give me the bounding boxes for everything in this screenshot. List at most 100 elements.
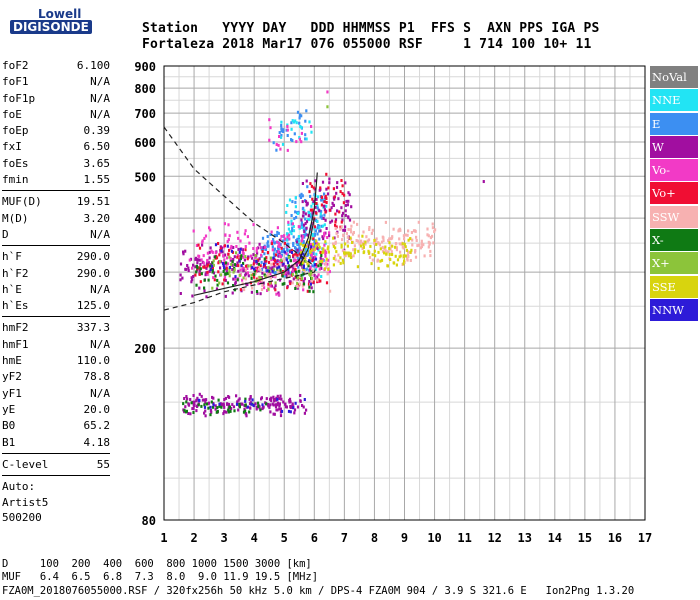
parameter-name: hmE: [2, 354, 22, 368]
data-point: [268, 266, 271, 270]
data-point: [254, 266, 257, 270]
data-point: [376, 258, 379, 262]
data-point: [382, 236, 385, 240]
data-point: [407, 229, 410, 233]
data-point: [272, 141, 275, 145]
data-point: [281, 282, 284, 286]
data-point: [217, 398, 220, 402]
data-point: [347, 191, 350, 195]
data-point: [296, 237, 299, 241]
data-point: [274, 253, 277, 257]
data-point: [271, 402, 274, 406]
data-point: [298, 136, 301, 139]
data-point: [290, 138, 293, 142]
data-point: [384, 245, 387, 249]
data-point: [387, 239, 390, 243]
data-point: [302, 264, 305, 268]
parameter-value: 3.65: [83, 156, 111, 170]
data-point: [329, 220, 332, 224]
data-point: [344, 203, 347, 207]
data-point: [294, 119, 297, 123]
data-point: [337, 253, 340, 257]
data-point: [320, 254, 323, 257]
data-point: [302, 206, 305, 210]
data-point: [323, 243, 326, 247]
data-point: [310, 276, 314, 280]
data-point: [237, 408, 240, 412]
data-point: [400, 242, 403, 246]
data-point: [232, 246, 235, 249]
data-point: [193, 401, 196, 405]
data-point: [182, 402, 185, 406]
data-point: [316, 232, 319, 236]
data-point: [286, 128, 289, 132]
data-point: [272, 256, 275, 260]
data-point: [298, 113, 301, 117]
data-point: [201, 398, 204, 402]
parameter-name: B0: [2, 419, 16, 433]
data-point: [277, 291, 280, 295]
data-point: [321, 261, 324, 265]
x-tick-label: 8: [371, 531, 378, 545]
data-point: [227, 262, 230, 266]
data-point: [287, 268, 290, 272]
parameter-value: 65.2: [83, 419, 111, 433]
data-point: [199, 267, 202, 271]
data-point: [311, 268, 314, 272]
data-point: [349, 236, 352, 240]
parameter-row: h`E N/A: [2, 282, 110, 298]
trace-curve: [163, 126, 315, 267]
data-point: [289, 271, 292, 275]
data-point: [307, 240, 310, 244]
data-point: [334, 218, 338, 222]
data-point: [230, 249, 234, 253]
data-point: [275, 234, 278, 237]
parameter-row: hmF2 337.3: [2, 320, 110, 336]
data-point: [187, 269, 190, 273]
data-point: [305, 233, 308, 236]
data-point: [212, 276, 215, 280]
data-point: [280, 129, 283, 133]
parameter-row: M(D) 3.20: [2, 211, 110, 227]
parameter-row: hmF1 N/A: [2, 337, 110, 353]
data-point: [238, 259, 241, 263]
parameter-row: foEp 0.39: [2, 123, 110, 139]
parameter-row: yE 20.0: [2, 402, 110, 418]
data-point: [313, 273, 316, 277]
data-point: [272, 238, 275, 241]
data-point: [247, 274, 250, 278]
data-point: [225, 272, 228, 276]
data-point: [318, 237, 321, 241]
data-point: [197, 398, 200, 402]
x-tick-label: 3: [221, 531, 228, 545]
data-point: [308, 289, 311, 293]
data-point: [283, 234, 286, 238]
data-point: [302, 279, 305, 283]
data-point: [386, 264, 389, 268]
data-point: [367, 249, 370, 253]
data-point: [316, 247, 319, 250]
parameter-name: foF1: [2, 75, 29, 89]
data-point: [332, 187, 335, 191]
data-point: [192, 394, 195, 397]
data-point: [323, 204, 326, 208]
data-point: [182, 250, 185, 254]
data-point: [292, 244, 295, 247]
data-point: [290, 127, 293, 131]
data-point: [320, 209, 323, 213]
data-point: [251, 398, 254, 402]
data-point: [283, 241, 286, 245]
data-point: [243, 232, 246, 236]
data-point: [412, 229, 416, 233]
data-point: [377, 241, 380, 245]
data-point: [309, 256, 312, 260]
data-point: [323, 267, 326, 271]
data-point: [278, 265, 281, 269]
data-point: [308, 280, 311, 283]
data-point: [311, 208, 314, 212]
data-point: [292, 120, 296, 124]
data-point: [244, 397, 247, 401]
data-point: [204, 409, 207, 413]
data-point: [187, 266, 190, 270]
legend-item-x: X+: [650, 252, 698, 275]
